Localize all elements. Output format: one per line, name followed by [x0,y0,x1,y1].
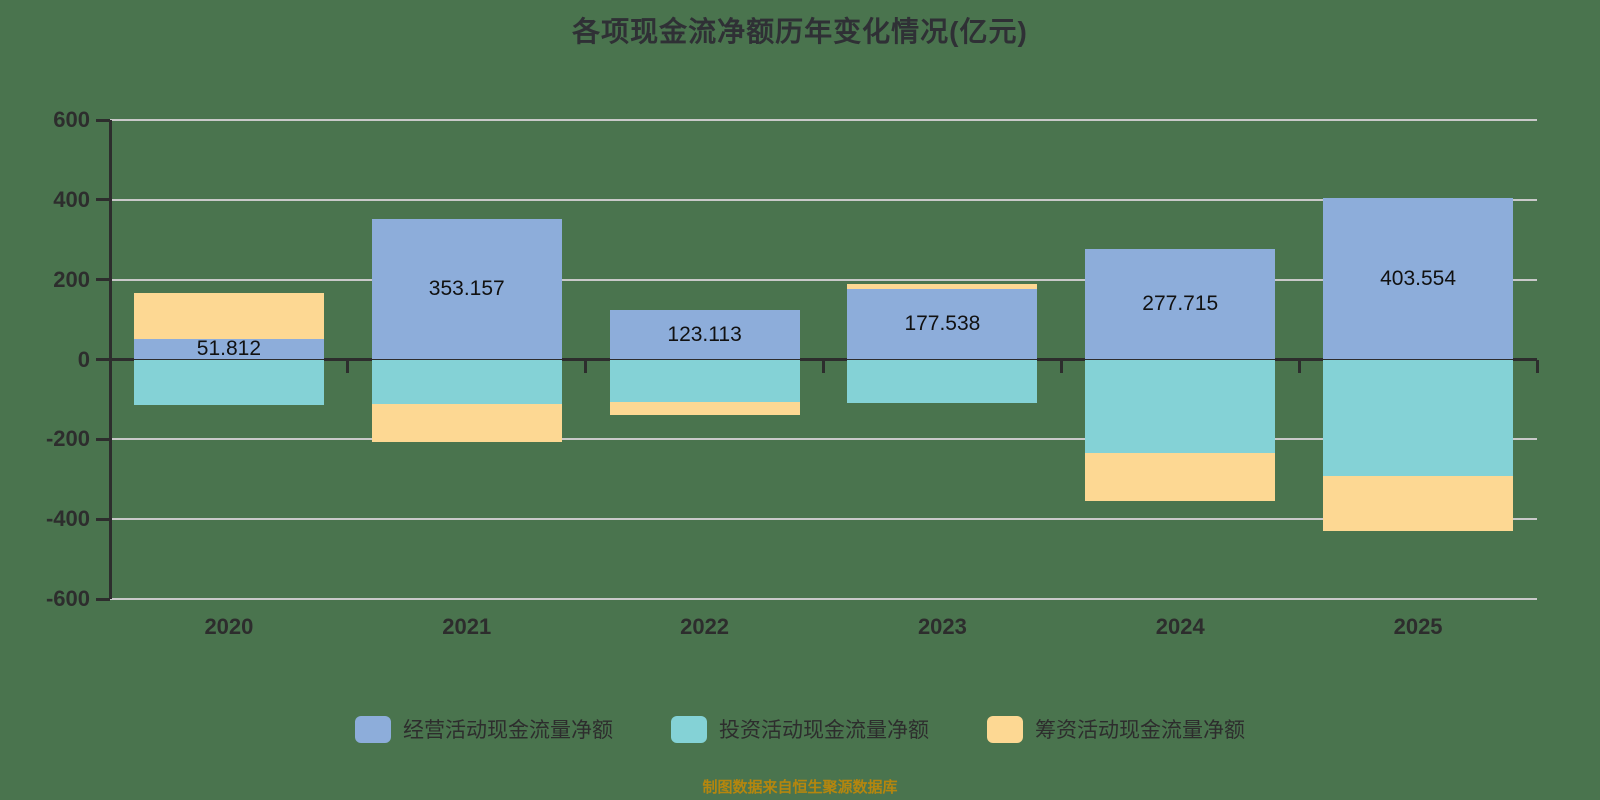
bar-segment-2024 [1085,453,1276,502]
y-axis-tick [96,118,110,122]
y-axis-tick-label: -400 [45,506,90,532]
gridline--600 [110,598,1537,600]
bar-segment-2024 [1085,359,1276,454]
y-axis-tick-label: 200 [53,266,90,292]
y-axis-tick-label: 0 [77,346,90,372]
bar-segment-2025 [1323,359,1514,476]
y-axis-tick [96,198,110,202]
y-axis-tick [96,517,110,521]
x-axis-tick [1059,359,1063,373]
y-axis-tick-label: 400 [53,186,90,212]
x-axis-label: 2022 [680,614,730,639]
bar-segment-2020 [133,338,324,360]
gridline--400 [110,518,1537,521]
x-axis-tick [1535,359,1539,373]
y-axis-tick-label: -200 [45,426,90,452]
bar-segment-2021 [371,359,562,404]
bar-segment-2020 [133,359,324,406]
legend-swatch [671,715,707,743]
x-axis-label: 2025 [1393,614,1443,639]
gridline--200 [110,438,1537,441]
y-axis-line [108,120,112,599]
bar-segment-2024 [1085,248,1276,360]
x-axis-tick [346,359,350,373]
bar-segment-2023 [847,359,1038,403]
bar-segment-2025 [1323,475,1514,531]
bar-segment-2020 [133,293,324,339]
bar-segment-2023 [847,284,1038,289]
bar-segment-2022 [609,402,800,415]
legend-label: 筹资活动现金流量净额 [1035,719,1245,742]
legend: 经营活动现金流量净额 投资活动现金流量净额 筹资活动现金流量净额 [0,714,1600,744]
y-axis-tick [96,597,110,601]
bar-segment-2023 [847,288,1038,360]
bar-value-label: 51.812 [196,337,262,361]
y-axis-tick-label: -600 [45,586,90,611]
y-axis-tick [96,358,110,361]
bar-segment-2022 [609,310,800,360]
gridline-200 [110,278,1537,281]
legend-label: 经营活动现金流量净额 [403,719,613,742]
bar-segment-2025 [1323,198,1514,360]
gridline-600 [110,119,1537,121]
bar-value-label: 353.157 [428,277,505,301]
bar-segment-2021 [371,403,562,443]
x-axis-tick [1297,359,1301,373]
y-axis-tick [96,278,110,282]
bar-value-label: 403.554 [1380,266,1457,290]
legend-item: 经营活动现金流量净额 [355,714,613,744]
y-axis-tick [96,437,110,441]
data-source-caption: 制图数据来自恒生聚源数据库 [702,779,898,796]
legend-swatch [987,715,1023,743]
chart-title: 各项现金流净额历年变化情况(亿元) [572,16,1028,47]
gridline-400 [110,198,1537,201]
x-axis-tick [822,359,825,373]
y-axis-tick-label: 600 [53,107,90,132]
bar-value-label: 277.715 [1142,292,1219,316]
bar-value-label: 123.113 [667,322,742,346]
x-axis-tick [584,359,588,373]
x-axis-label: 2021 [442,614,492,639]
legend-swatch [355,715,391,743]
x-axis-label: 2024 [1155,614,1205,639]
bar-segment-2022 [609,359,800,403]
bar-value-label: 177.538 [904,312,981,336]
x-axis-label: 2020 [204,614,254,639]
legend-item: 筹资活动现金流量净额 [987,714,1245,744]
plot-area: 600 400 200 0 -200 -400 -600 51.812 2020 353.157 2… [46,107,1539,639]
legend-item: 投资活动现金流量净额 [671,714,929,744]
x-axis-label: 2023 [917,614,967,639]
bar-segment-2021 [371,218,562,360]
legend-label: 投资活动现金流量净额 [719,719,929,742]
